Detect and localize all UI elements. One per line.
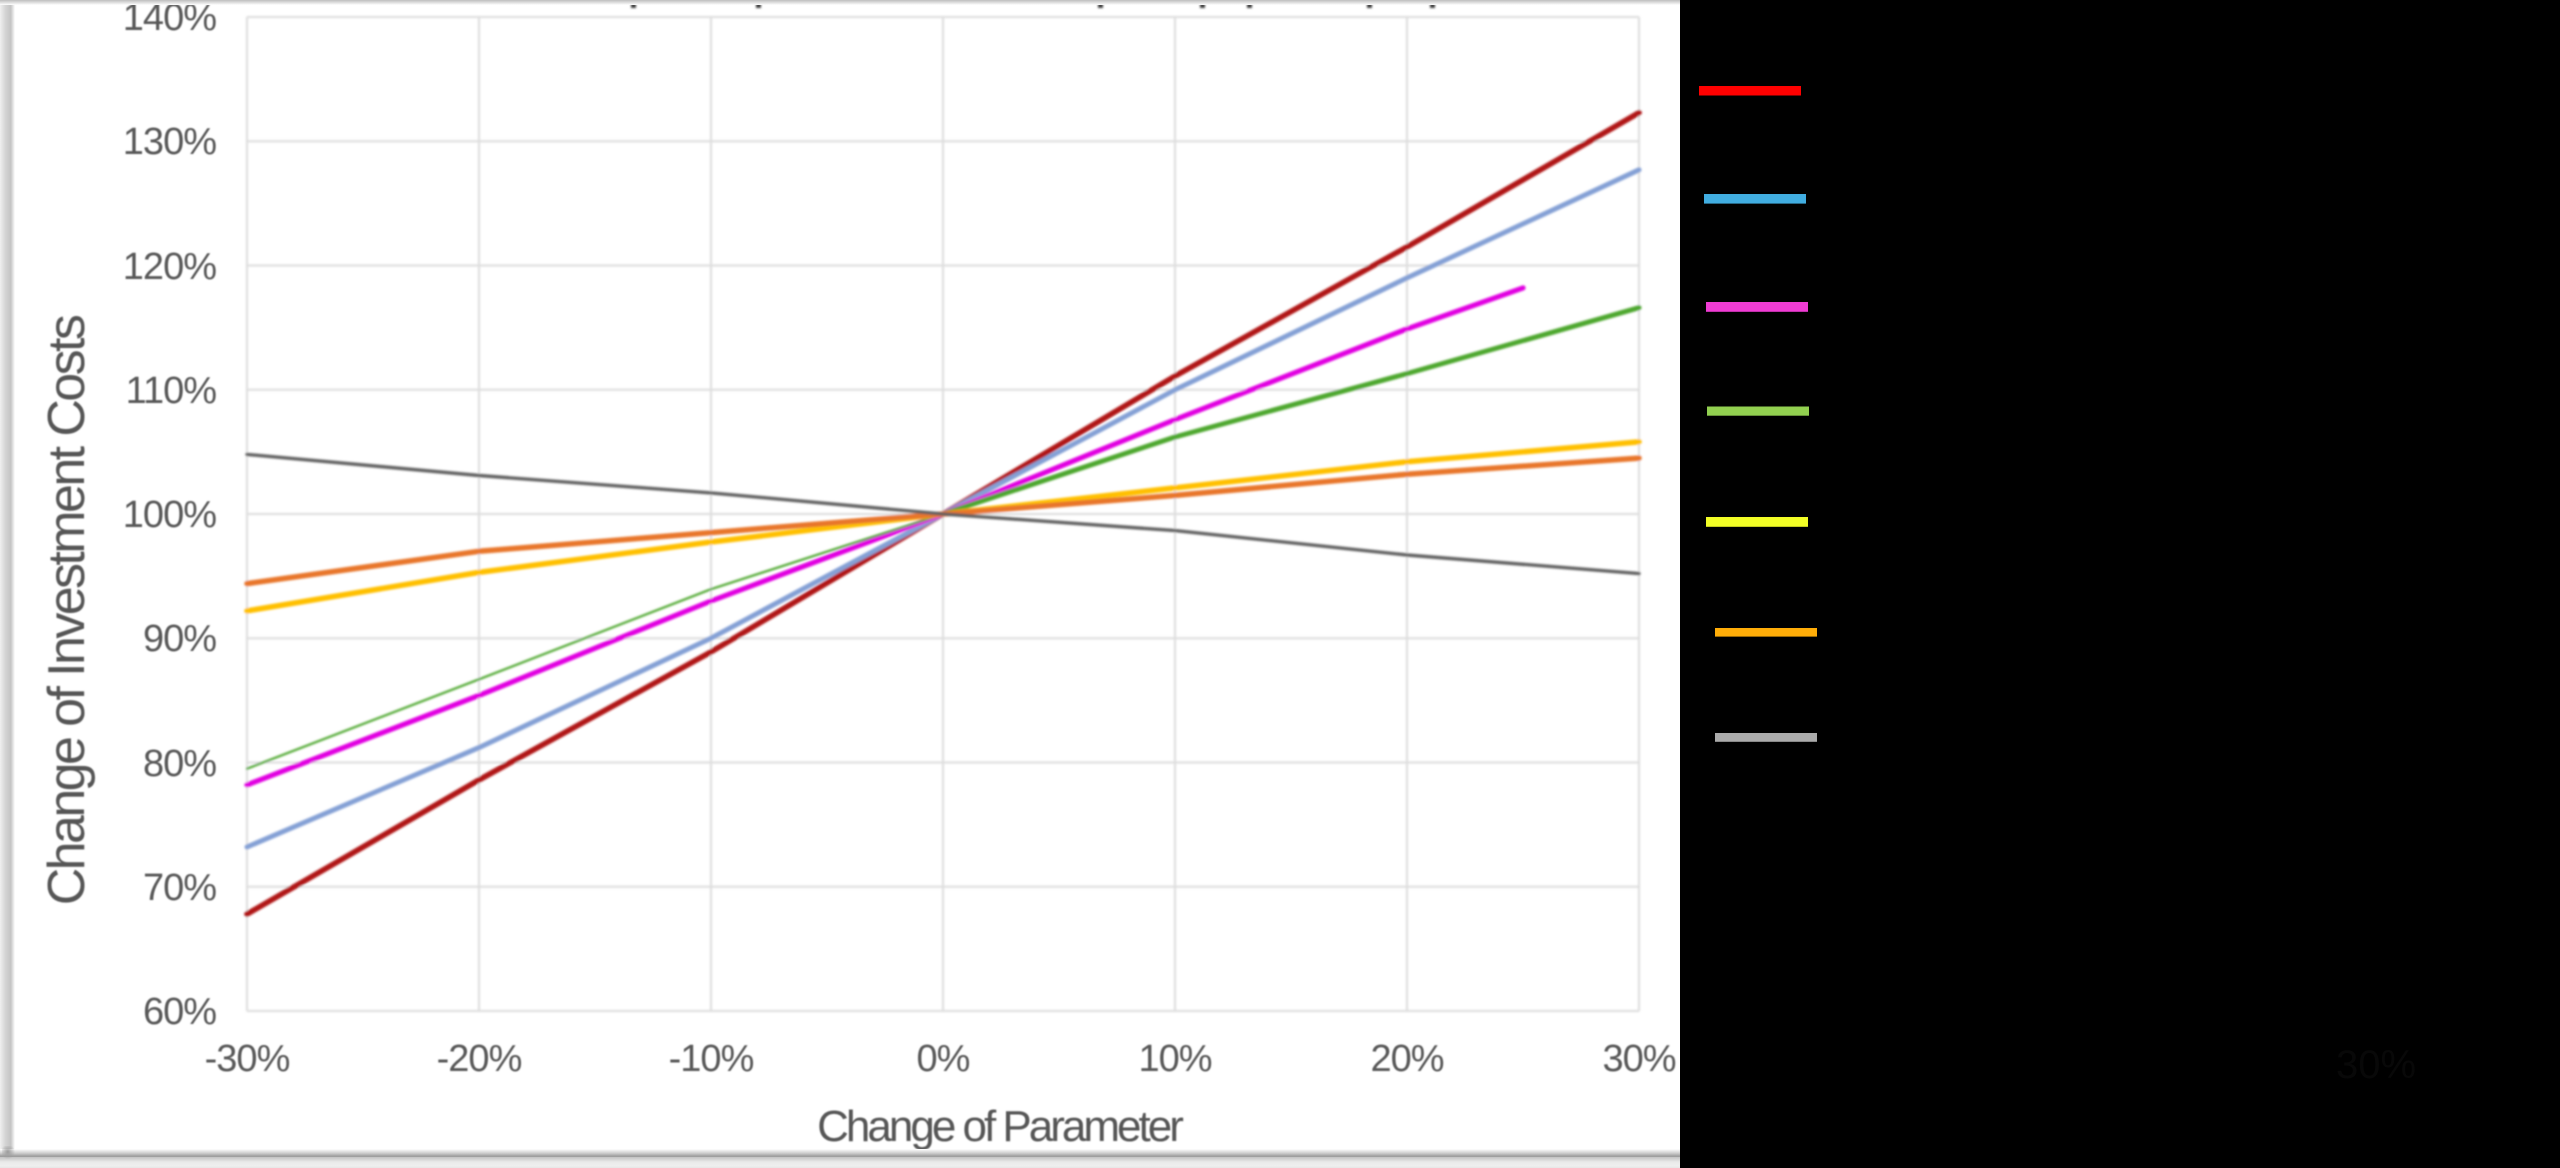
svg-text:30%: 30% (1602, 1038, 1675, 1080)
svg-text:120%: 120% (123, 246, 216, 288)
svg-text:70%: 70% (143, 867, 216, 909)
svg-text:100%: 100% (123, 494, 216, 536)
svg-text:20%: 20% (1370, 1038, 1443, 1080)
svg-text:60%: 60% (143, 991, 216, 1033)
svg-text:10%: 10% (1138, 1038, 1211, 1080)
svg-text:-10%: -10% (669, 1038, 754, 1080)
svg-text:140%: 140% (123, 0, 216, 39)
svg-text:-20%: -20% (437, 1038, 522, 1080)
svg-text:130%: 130% (123, 121, 216, 163)
svg-text:Change of Investment Costs: Change of Investment Costs (38, 315, 96, 905)
svg-text:Change of Parameter: Change of Parameter (817, 1102, 1183, 1151)
svg-text:30%: 30% (2336, 1043, 2416, 1087)
svg-text:110%: 110% (126, 370, 217, 412)
svg-text:0%: 0% (917, 1038, 970, 1080)
svg-text:-30%: -30% (205, 1038, 290, 1080)
svg-text:80%: 80% (143, 743, 216, 785)
svg-text:90%: 90% (143, 618, 216, 660)
